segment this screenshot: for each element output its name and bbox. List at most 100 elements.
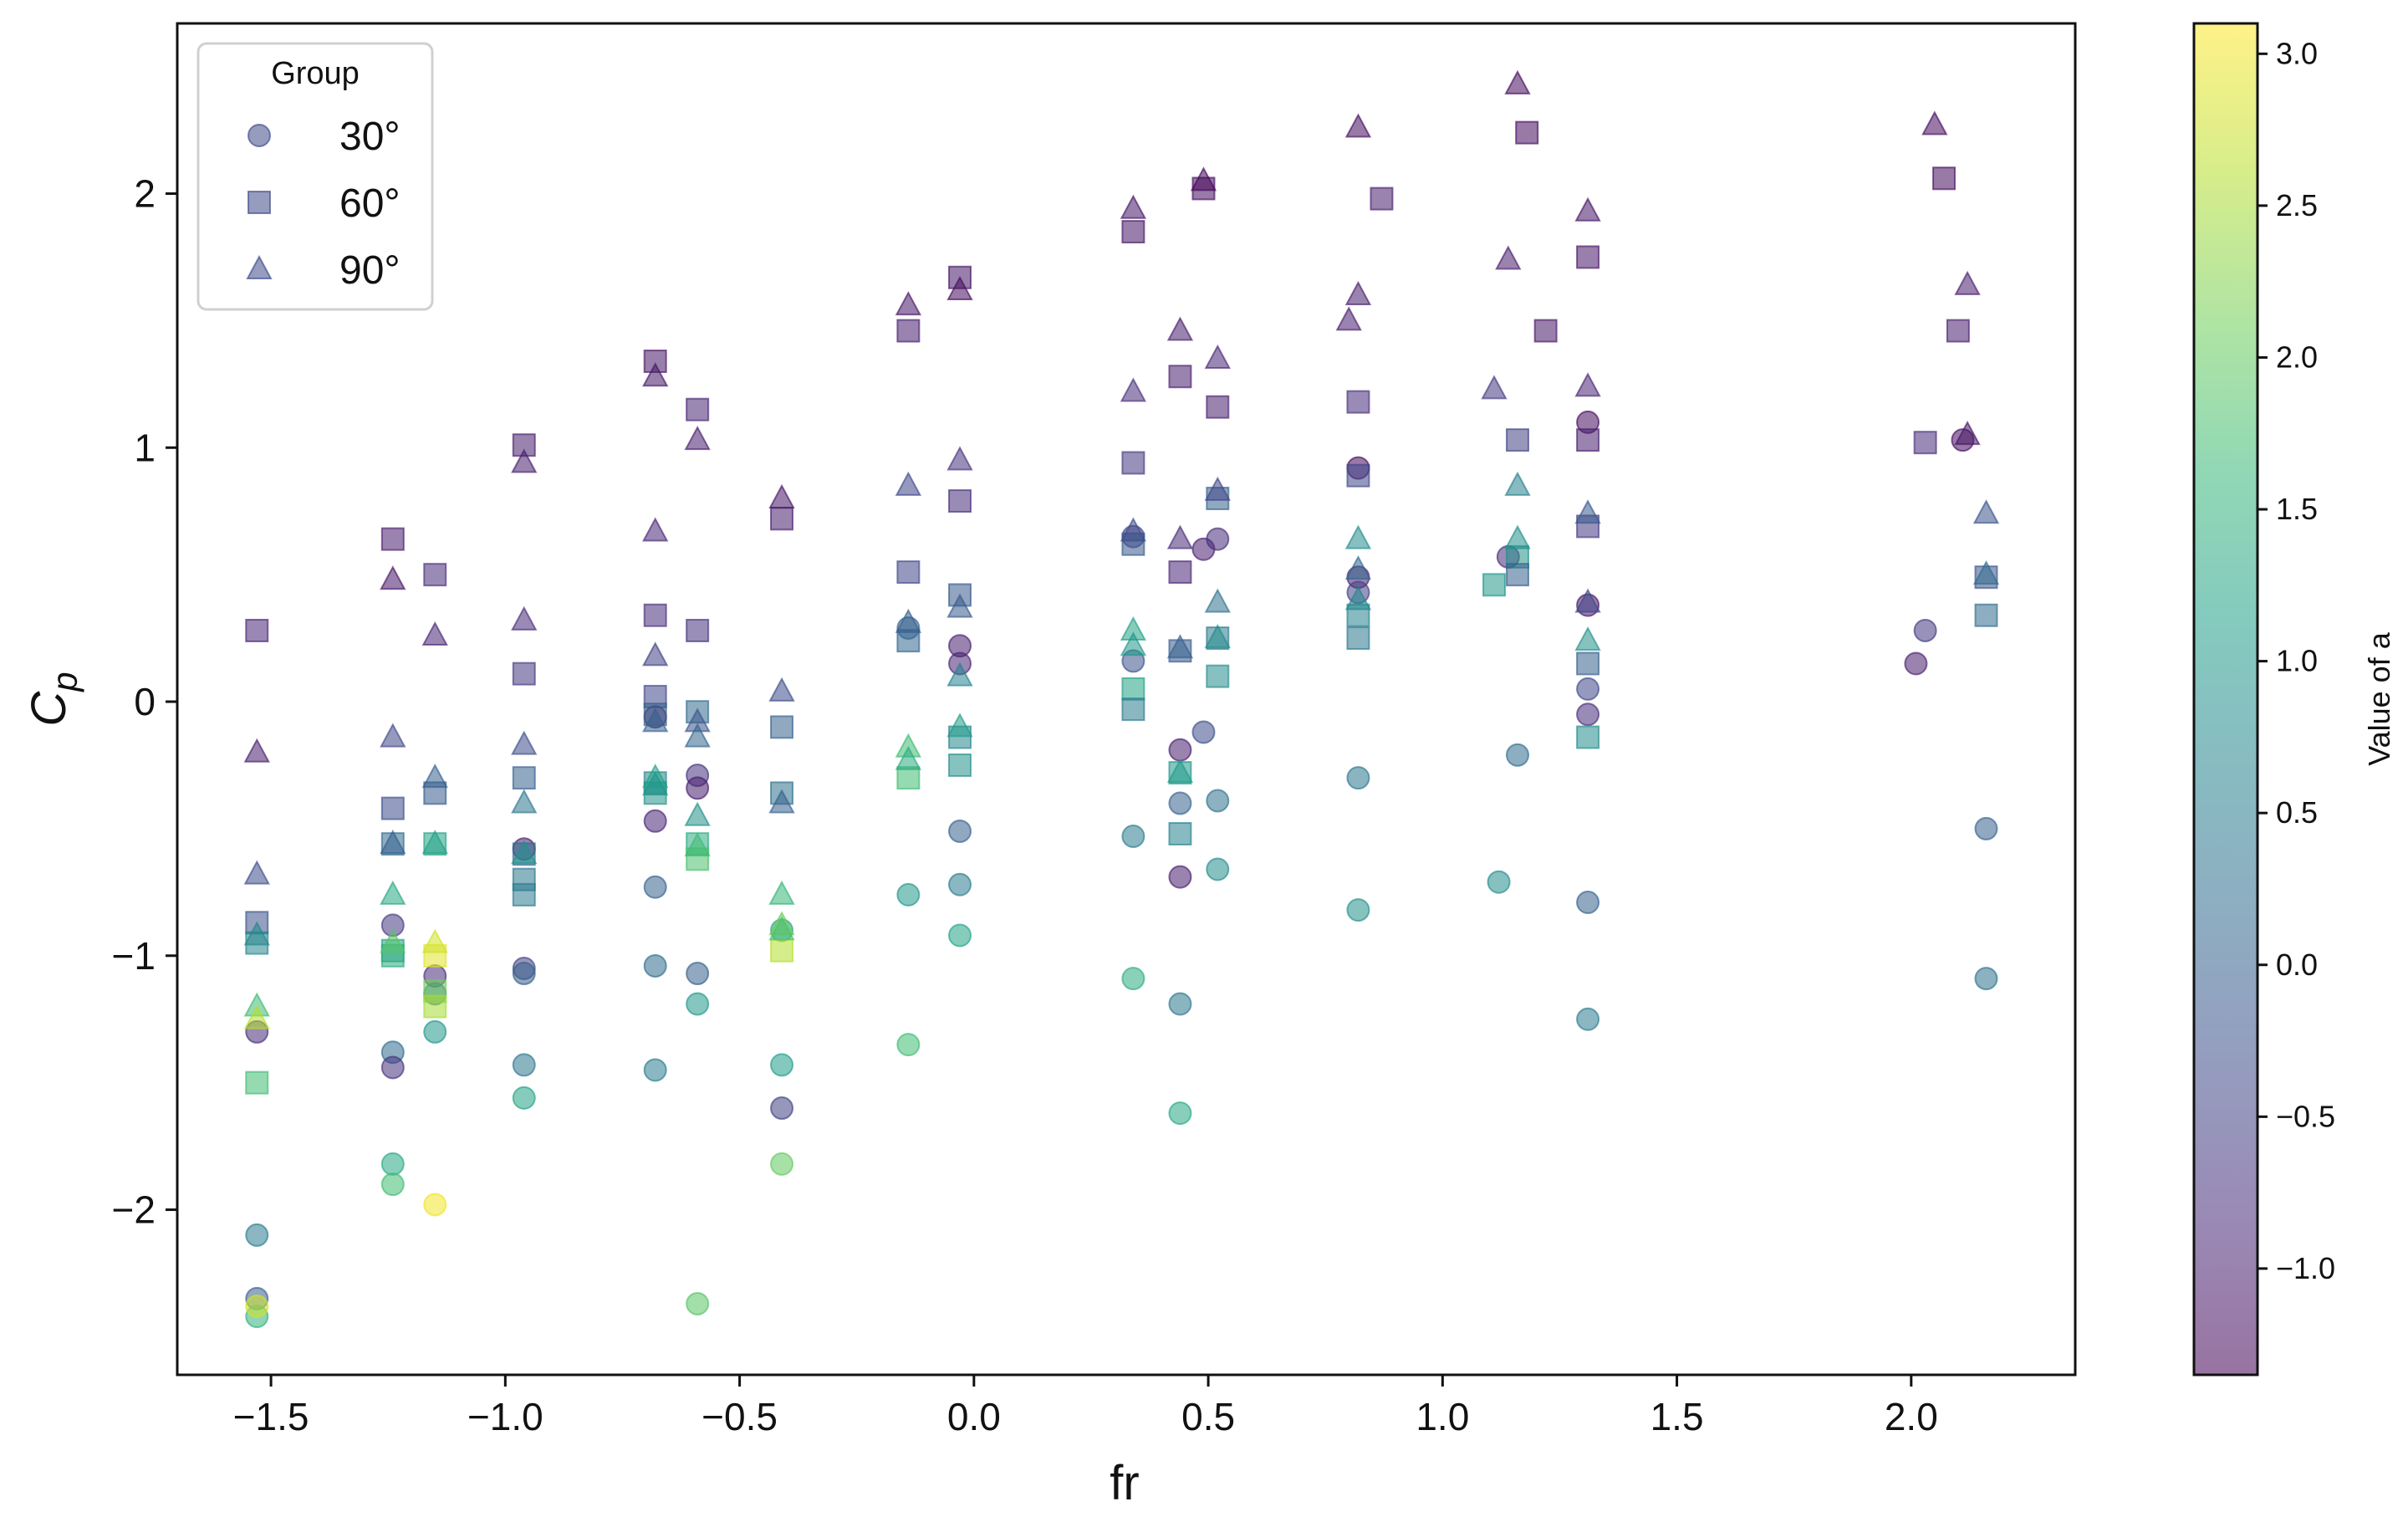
data-point-square: [1346, 626, 1370, 651]
data-point-circle: [1576, 1007, 1600, 1031]
data-point-triangle: [642, 517, 669, 542]
data-point-triangle: [421, 830, 448, 855]
data-point-square: [770, 507, 794, 531]
data-point-square: [512, 661, 536, 686]
data-point-square: [1974, 603, 1998, 627]
data-point-circle: [1168, 865, 1192, 889]
data-point-square: [1206, 664, 1230, 688]
data-point-circle: [643, 809, 667, 833]
legend: Group 30° 60° 90°: [196, 42, 434, 311]
data-point-circle: [1121, 825, 1145, 849]
x-tick-label: −1.5: [233, 1395, 309, 1438]
data-point-square: [1576, 428, 1600, 452]
x-tick-label: 0.0: [947, 1395, 1001, 1438]
data-point-square: [1506, 563, 1530, 587]
data-point-square: [643, 603, 667, 627]
x-tick-label: 2.0: [1885, 1395, 1938, 1438]
data-point-square: [1168, 365, 1192, 389]
y-axis-label-main: C: [22, 691, 76, 727]
data-point-triangle: [243, 738, 270, 763]
data-point-square: [1206, 395, 1230, 419]
data-point-circle: [512, 962, 536, 986]
data-point-square: [686, 397, 710, 421]
data-point-triangle: [1166, 634, 1194, 659]
x-tick-label: −1.0: [467, 1395, 543, 1438]
data-point-triangle: [642, 641, 669, 667]
data-point-triangle: [684, 723, 711, 748]
data-point-square: [686, 618, 710, 642]
data-point-circle: [686, 776, 710, 800]
colorbar-tick-label: 2.5: [2276, 188, 2318, 222]
legend-marker-square: [247, 191, 271, 214]
data-point-triangle: [511, 840, 538, 865]
data-point-circle: [423, 1193, 447, 1217]
colorbar-bar: [2192, 22, 2259, 1377]
colorbar-tick-label: 1.0: [2276, 644, 2318, 678]
data-point-triangle: [421, 764, 448, 789]
data-point-circle: [1168, 1101, 1192, 1126]
data-point-square: [1121, 451, 1145, 475]
data-point-square: [1121, 677, 1145, 701]
data-point-triangle: [243, 860, 270, 885]
data-point-square: [423, 563, 447, 587]
data-point-triangle: [684, 426, 711, 451]
data-point-triangle: [895, 471, 922, 496]
data-point-circle: [1576, 891, 1600, 915]
data-point-circle: [770, 1152, 794, 1176]
data-point-triangle: [1481, 375, 1508, 400]
data-point-triangle: [684, 801, 711, 826]
legend-box: [196, 42, 434, 311]
data-point-triangle: [1120, 631, 1147, 656]
data-point-triangle: [1120, 194, 1147, 219]
data-point-circle: [245, 1294, 269, 1318]
data-point-circle: [1576, 702, 1600, 727]
data-point-triangle: [1204, 476, 1231, 501]
data-point-square: [896, 629, 921, 653]
y-tick-label: 0: [134, 680, 156, 723]
data-point-square: [1515, 120, 1539, 145]
x-tick-label: 1.5: [1650, 1395, 1704, 1438]
data-point-triangle: [1954, 270, 1981, 295]
legend-label: 30°: [339, 115, 400, 159]
data-point-circle: [380, 1152, 405, 1176]
data-point-circle: [1206, 789, 1230, 813]
data-point-triangle: [421, 928, 448, 953]
data-point-square: [245, 1070, 269, 1095]
data-point-circle: [686, 962, 710, 986]
data-point-triangle: [1574, 588, 1601, 613]
data-point-circle: [643, 1058, 667, 1082]
data-point-triangle: [768, 880, 795, 905]
data-point-square: [245, 618, 269, 642]
data-point-square: [1576, 245, 1600, 269]
data-point-circle: [512, 1053, 536, 1077]
colorbar-tick-label: −0.5: [2276, 1099, 2335, 1133]
data-point-square: [380, 796, 405, 820]
data-point-triangle: [642, 771, 669, 796]
data-point-triangle: [1166, 524, 1194, 549]
y-tick-label: −1: [112, 934, 156, 978]
data-point-triangle: [684, 832, 711, 857]
x-tick-label: 1.0: [1416, 1395, 1469, 1438]
data-point-square: [1121, 220, 1145, 244]
data-point-triangle: [946, 446, 973, 471]
data-point-triangle: [1166, 316, 1194, 341]
data-point-circle: [896, 1033, 921, 1057]
data-point-square: [896, 319, 921, 343]
data-point-triangle: [1204, 344, 1231, 369]
data-point-circle: [1506, 743, 1530, 767]
data-point-square: [1168, 560, 1192, 585]
y-tick-label: 2: [134, 172, 156, 216]
colorbar-tick-label: 0.5: [2276, 795, 2318, 830]
data-point-square: [1121, 697, 1145, 722]
colorbar-tick-label: 1.5: [2276, 492, 2318, 526]
data-point-square: [770, 715, 794, 739]
legend-label: 60°: [339, 181, 400, 226]
data-point-circle: [770, 1053, 794, 1077]
data-point-square: [1506, 428, 1530, 452]
data-point-triangle: [946, 275, 973, 300]
colorbar-tick-label: −1.0: [2276, 1251, 2335, 1285]
colorbar: 3.0 2.5 2.0 1.5 1.0 0.5 0.0 −0.5 −1.0 Value of a: [2192, 22, 2396, 1377]
data-point-square: [1946, 319, 1970, 343]
plot-frame: [176, 22, 2077, 1377]
data-point-triangle: [1166, 758, 1194, 784]
